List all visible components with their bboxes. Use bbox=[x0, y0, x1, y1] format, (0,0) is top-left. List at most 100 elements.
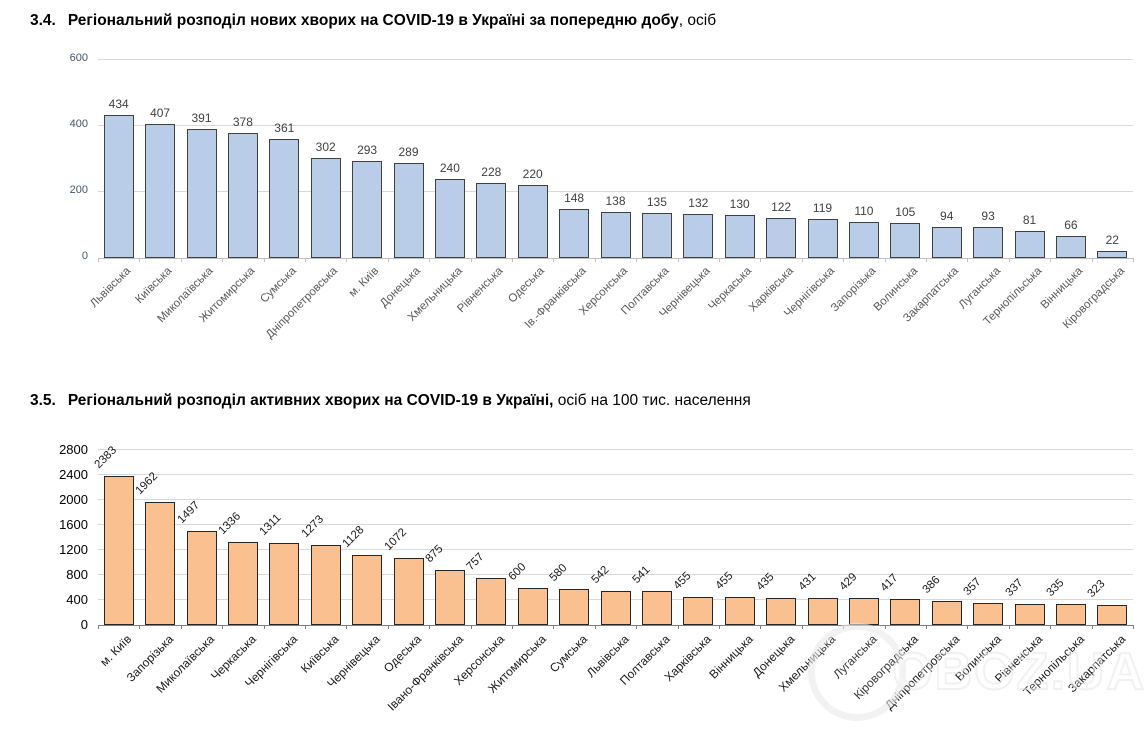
bar bbox=[1097, 250, 1128, 258]
x-axis-tick bbox=[98, 258, 99, 262]
x-axis-tick bbox=[967, 625, 969, 629]
bar-value-label: 289 bbox=[398, 144, 419, 159]
bar-value-label: 386 bbox=[920, 573, 943, 596]
bar bbox=[973, 227, 1004, 258]
x-axis-tick bbox=[387, 625, 389, 629]
x-axis-category-label: Одеська bbox=[506, 265, 548, 306]
bar bbox=[145, 502, 176, 625]
x-axis-tick bbox=[512, 625, 513, 629]
gridline bbox=[98, 524, 1133, 525]
bar bbox=[559, 209, 590, 258]
y-axis-tick-label: 1200 bbox=[59, 542, 88, 557]
bar-value-label: 302 bbox=[315, 140, 336, 155]
bar bbox=[766, 597, 797, 625]
bar bbox=[434, 178, 465, 258]
bar bbox=[1097, 604, 1128, 625]
section-3-4-title-suffix: , осіб bbox=[678, 12, 717, 29]
bar-value-label: 2383 bbox=[92, 444, 119, 472]
bar bbox=[807, 598, 838, 625]
bar-value-label: 228 bbox=[481, 164, 502, 179]
bar-value-label: 407 bbox=[150, 105, 171, 120]
x-axis-category-label: Дніпропетровська bbox=[264, 265, 341, 341]
section-3-4-title: Регіональний розподіл нових хворих на CO… bbox=[67, 12, 679, 29]
x-axis-tick bbox=[1091, 258, 1093, 262]
bar-value-label: 240 bbox=[439, 160, 460, 175]
bar bbox=[766, 217, 797, 258]
bar-value-label: 323 bbox=[1085, 577, 1108, 600]
bar-value-label: 757 bbox=[464, 550, 487, 573]
x-axis-tick bbox=[429, 625, 431, 629]
bar bbox=[890, 223, 921, 258]
x-axis-tick bbox=[1050, 258, 1052, 262]
bar bbox=[517, 587, 548, 625]
bar-value-label: 434 bbox=[108, 96, 129, 111]
x-axis-tick bbox=[801, 625, 803, 629]
bar-value-label: 391 bbox=[191, 110, 212, 125]
x-axis-tick bbox=[926, 625, 927, 629]
x-axis-tick bbox=[1008, 258, 1010, 262]
x-axis-tick bbox=[263, 625, 265, 629]
bar-value-label: 122 bbox=[771, 199, 792, 214]
bar bbox=[476, 577, 507, 625]
y-axis-tick-label: 0 bbox=[81, 250, 88, 262]
bar-value-label: 1311 bbox=[257, 512, 284, 539]
bar bbox=[641, 213, 672, 258]
bar-value-label: 22 bbox=[1105, 232, 1119, 247]
x-axis-tick bbox=[594, 258, 596, 262]
bar bbox=[227, 133, 258, 258]
x-axis-tick bbox=[139, 258, 141, 262]
x-axis-tick bbox=[387, 258, 389, 262]
x-axis-tick bbox=[884, 625, 886, 629]
x-axis-tick bbox=[470, 258, 472, 262]
bar bbox=[848, 598, 879, 625]
gridline bbox=[98, 125, 1133, 126]
y-axis-tick-label: 2800 bbox=[59, 442, 88, 457]
y-axis-tick-label: 800 bbox=[66, 567, 88, 582]
bar bbox=[186, 128, 217, 258]
x-axis-tick bbox=[139, 625, 141, 629]
bar bbox=[1014, 603, 1045, 625]
bar bbox=[559, 588, 590, 625]
gridline bbox=[98, 574, 1133, 575]
x-axis-category-label: м. Київ bbox=[97, 632, 135, 670]
bar-value-label: 600 bbox=[506, 560, 529, 583]
x-axis-category-label: Івано-Франківська bbox=[384, 632, 466, 714]
x-axis-tick bbox=[1008, 625, 1010, 629]
bar bbox=[269, 543, 300, 625]
x-axis-tick bbox=[801, 258, 803, 262]
bar-value-label: 110 bbox=[854, 203, 874, 218]
bar-value-label: 132 bbox=[688, 196, 709, 211]
bar bbox=[1055, 236, 1086, 258]
bar bbox=[724, 596, 755, 625]
bar-value-label: 455 bbox=[713, 569, 736, 592]
bar-value-label: 94 bbox=[940, 208, 954, 223]
x-axis-category-label: Київська bbox=[133, 265, 175, 306]
y-axis-tick-label: 200 bbox=[69, 184, 88, 196]
x-axis-tick bbox=[263, 258, 265, 262]
bar-value-label: 455 bbox=[671, 569, 694, 592]
bar bbox=[269, 138, 300, 258]
y-axis-tick-label: 600 bbox=[69, 52, 88, 64]
x-axis-tick bbox=[470, 625, 472, 629]
section-3-4-heading: 3.4. Регіональний розподіл нових хворих н… bbox=[30, 12, 716, 30]
y-axis-tick-label: 0 bbox=[80, 617, 88, 632]
bar bbox=[683, 214, 714, 258]
bar bbox=[931, 600, 962, 625]
x-axis-tick bbox=[553, 625, 555, 629]
bar bbox=[103, 114, 134, 258]
x-axis-category-label: Вінницька bbox=[706, 632, 756, 682]
bar-value-label: 105 bbox=[895, 205, 916, 220]
x-axis-tick bbox=[346, 258, 348, 262]
bar-value-label: 119 bbox=[812, 200, 833, 215]
bar-value-label: 875 bbox=[423, 543, 446, 566]
x-axis-tick bbox=[843, 625, 845, 629]
bar bbox=[683, 596, 714, 625]
x-axis-tick bbox=[677, 258, 679, 262]
bar-value-label: 81 bbox=[1022, 213, 1037, 228]
bar bbox=[310, 545, 341, 625]
gridline bbox=[98, 449, 1133, 450]
y-axis-tick-label: 1600 bbox=[59, 517, 88, 532]
bar-value-label: 361 bbox=[274, 120, 295, 135]
x-axis-category-label: м. Київ bbox=[347, 265, 382, 300]
bar bbox=[807, 218, 838, 258]
